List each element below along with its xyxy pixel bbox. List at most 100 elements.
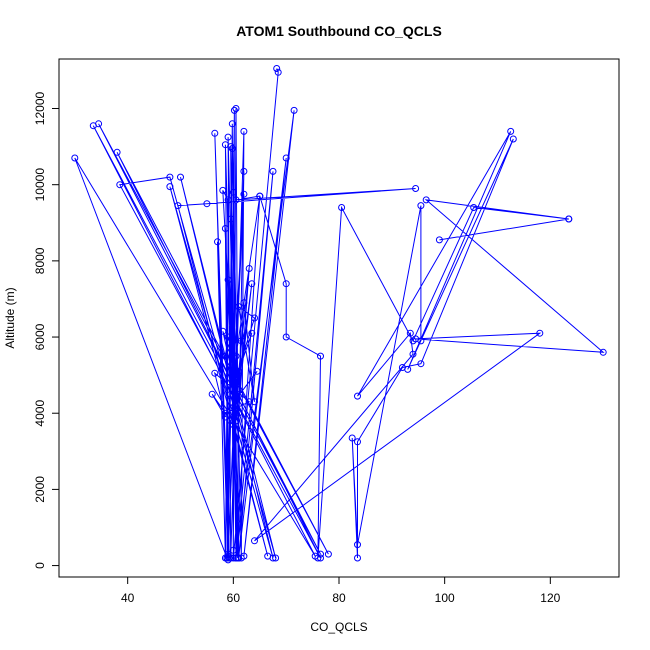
data-point	[422, 196, 430, 204]
x-axis: 40 60 80 100 120	[121, 576, 561, 605]
x-tick-label: 60	[227, 591, 241, 605]
data-point	[235, 554, 243, 562]
data-point	[565, 215, 573, 223]
data-point	[269, 167, 277, 175]
data-point	[116, 181, 124, 189]
x-tick-label: 80	[332, 591, 346, 605]
y-tick-label: 6000	[33, 323, 47, 350]
y-axis: 0 2000 4000 6000 8000 10000 12000	[33, 92, 60, 569]
data-point	[235, 367, 243, 375]
data-point	[224, 196, 232, 204]
series-layer	[71, 65, 607, 564]
data-point	[211, 129, 219, 137]
data-point	[282, 154, 290, 162]
data-point	[240, 299, 248, 307]
y-tick-label: 8000	[33, 247, 47, 274]
data-point	[211, 369, 219, 377]
data-point	[248, 329, 256, 337]
data-point	[227, 417, 235, 425]
data-point	[317, 352, 324, 360]
data-point	[223, 554, 231, 562]
plot-frame	[58, 58, 620, 578]
data-point	[417, 202, 425, 210]
chart-title: ATOM1 Southbound CO_QCLS	[236, 23, 442, 39]
data-point	[235, 409, 243, 417]
data-point	[227, 390, 235, 398]
data-point	[221, 141, 229, 149]
y-tick-label: 0	[33, 562, 47, 569]
data-point	[224, 133, 232, 141]
data-point	[71, 154, 79, 162]
data-point	[113, 148, 121, 156]
data-point	[232, 196, 240, 204]
data-point	[470, 204, 478, 211]
data-point	[240, 190, 248, 198]
data-point	[227, 215, 235, 223]
data-point	[256, 192, 264, 200]
data-point	[354, 438, 361, 446]
data-point	[236, 390, 244, 398]
data-point	[228, 120, 236, 128]
data-point	[507, 127, 515, 135]
data-point	[409, 350, 417, 358]
data-point	[235, 303, 243, 311]
data-point	[253, 367, 261, 375]
data-point	[219, 186, 227, 194]
data-point	[232, 554, 240, 562]
data-point	[599, 348, 607, 356]
data-point	[224, 276, 232, 284]
data-point	[221, 225, 229, 232]
data-point	[230, 106, 238, 114]
data-point	[248, 280, 256, 288]
data-point	[166, 183, 174, 191]
data-point	[354, 554, 361, 562]
data-point	[230, 379, 238, 387]
data-point	[219, 327, 227, 335]
data-point	[412, 185, 420, 192]
data-point	[273, 65, 281, 72]
y-tick-label: 2000	[33, 476, 47, 503]
data-point	[229, 375, 237, 383]
data-point	[229, 337, 237, 345]
data-point	[536, 329, 544, 337]
data-point	[237, 337, 245, 345]
data-point	[240, 167, 248, 175]
data-point	[166, 173, 174, 181]
data-point	[208, 390, 216, 398]
data-point	[354, 541, 361, 549]
data-point	[214, 238, 221, 246]
data-point	[272, 554, 280, 562]
data-point	[274, 68, 282, 76]
data-point	[282, 333, 290, 341]
data-point	[221, 409, 229, 417]
data-point	[435, 236, 443, 244]
y-tick-label: 10000	[33, 168, 47, 202]
data-point	[317, 554, 324, 562]
data-point	[509, 135, 517, 143]
data-point	[232, 417, 240, 425]
x-tick-label: 40	[121, 591, 135, 605]
data-point	[348, 434, 356, 442]
data-point	[314, 554, 322, 562]
data-point	[240, 127, 248, 135]
data-point	[224, 333, 232, 341]
data-point	[338, 204, 346, 211]
data-point	[174, 202, 182, 210]
data-point	[398, 364, 406, 371]
data-point	[245, 265, 253, 272]
y-axis-label: Altitude (m)	[3, 287, 17, 348]
data-point	[264, 552, 272, 560]
data-point	[354, 392, 361, 400]
x-axis-label: CO_QCLS	[310, 620, 367, 634]
data-point	[251, 398, 258, 406]
data-point	[95, 120, 103, 128]
data-point	[232, 105, 240, 112]
data-point	[245, 398, 253, 406]
data-point	[251, 314, 258, 322]
data-point	[324, 550, 332, 558]
y-tick-label: 12000	[33, 92, 47, 126]
data-point	[221, 413, 229, 421]
series-line	[74, 68, 605, 560]
data-point	[417, 337, 425, 345]
